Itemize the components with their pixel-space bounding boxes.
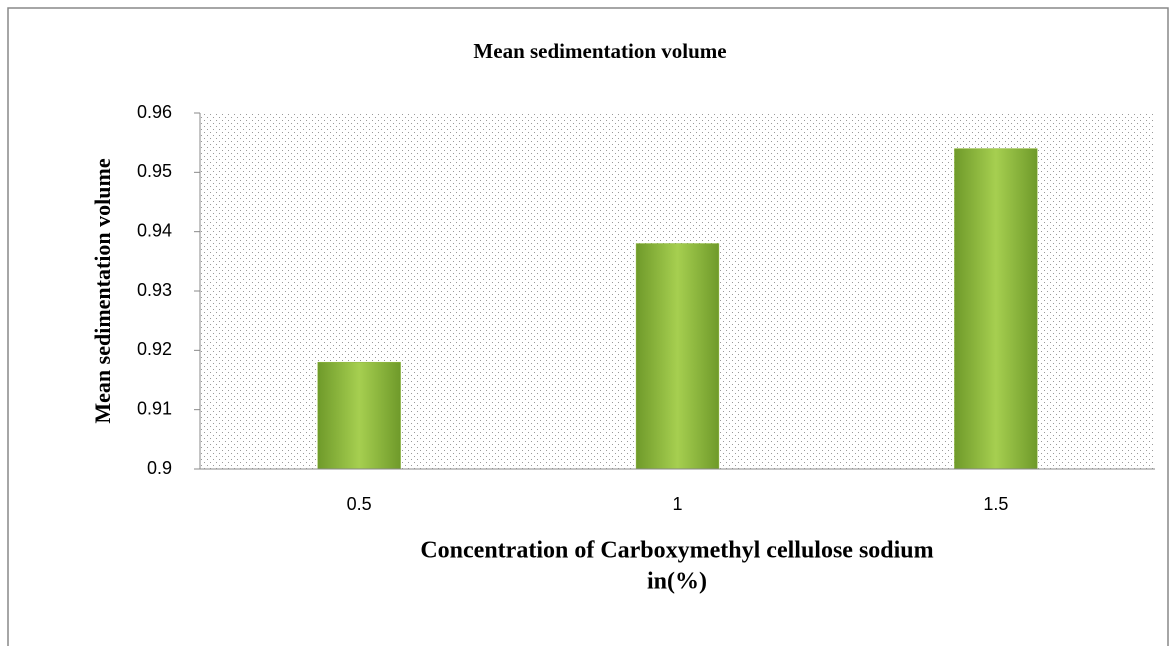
x-tick-label: 1: [672, 494, 682, 514]
x-axis-label: Concentration of Carboxymethyl cellulose…: [420, 538, 933, 564]
x-tick-label: 0.5: [347, 494, 372, 514]
y-tick-label: 0.9: [147, 458, 172, 478]
bar: [635, 243, 720, 470]
y-axis-label: Mean sedimentation volume: [90, 158, 115, 423]
bar: [317, 361, 401, 470]
y-tick-label: 0.91: [137, 398, 172, 418]
chart-title: Mean sedimentation volume: [473, 39, 726, 63]
y-tick-label: 0.92: [137, 339, 172, 359]
y-tick-label: 0.94: [137, 220, 172, 240]
x-tick-label: 1.5: [983, 494, 1008, 514]
x-axis-label: in(%): [647, 569, 707, 595]
y-tick-label: 0.95: [137, 161, 172, 181]
y-tick-label: 0.96: [137, 102, 172, 122]
frame: [7, 7, 1169, 646]
bar: [954, 148, 1038, 470]
y-tick-label: 0.93: [137, 280, 172, 300]
